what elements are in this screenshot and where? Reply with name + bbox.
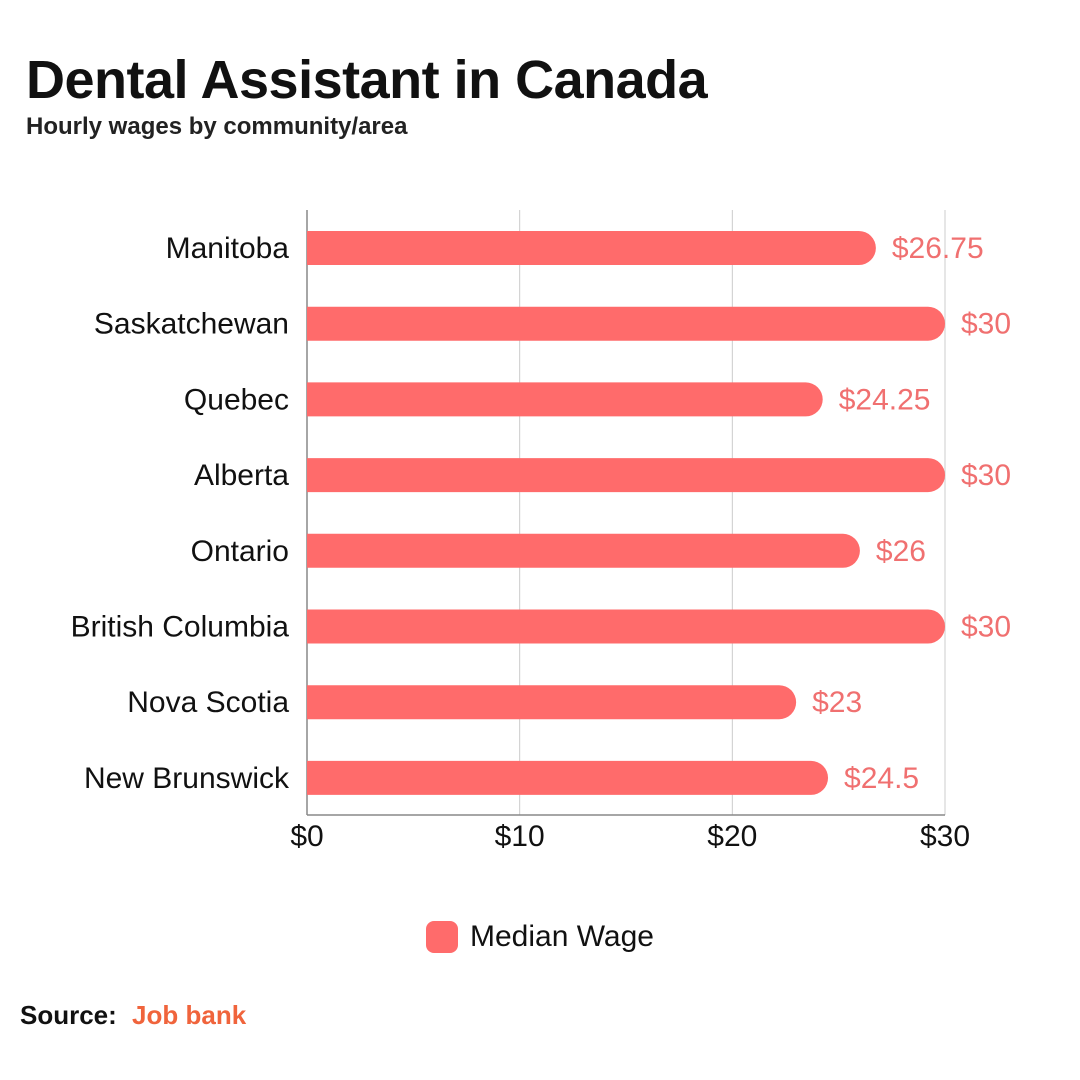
x-tick-label: $10 — [495, 820, 545, 853]
category-label: Alberta — [194, 459, 289, 492]
bar — [307, 382, 823, 417]
category-label: British Columbia — [71, 611, 290, 644]
value-labels: $26.75 $30 $24.25 $30 $26 $30 $23 $24.5 — [812, 232, 1011, 795]
source-label: Source: — [20, 1000, 117, 1030]
bar — [307, 231, 876, 265]
value-label: $30 — [961, 459, 1011, 492]
chart-title: Dental Assistant in Canada — [26, 50, 708, 110]
category-label: Saskatchewan — [94, 308, 289, 341]
bar-chart: Manitoba Saskatchewan Quebec Alberta Ontario… — [71, 210, 1011, 853]
bar — [307, 458, 945, 493]
category-labels: Manitoba Saskatchewan Quebec Alberta Ontario… — [71, 232, 290, 795]
category-label: Manitoba — [166, 232, 290, 265]
x-axis-ticks: $0 $10 $20 $30 — [290, 820, 970, 853]
value-label: $24.5 — [844, 762, 919, 795]
value-label: $26.75 — [892, 232, 984, 265]
x-tick-label: $30 — [920, 820, 970, 853]
bar — [307, 533, 860, 568]
legend-label: Median Wage — [470, 920, 654, 953]
grid-lines — [306, 210, 946, 816]
value-label: $26 — [876, 535, 926, 568]
chart-subtitle: Hourly wages by community/area — [26, 113, 408, 140]
bar — [307, 609, 945, 644]
x-tick-label: $20 — [707, 820, 757, 853]
value-label: $30 — [961, 308, 1011, 341]
source-link[interactable]: Job bank — [132, 1000, 247, 1030]
bars — [307, 231, 945, 795]
bar — [307, 760, 829, 795]
legend: Median Wage — [0, 920, 1080, 954]
value-label: $23 — [812, 686, 862, 719]
value-label: $30 — [961, 611, 1011, 644]
category-label: Ontario — [191, 535, 289, 568]
value-label: $24.25 — [839, 383, 931, 416]
legend-swatch — [426, 921, 458, 953]
bar — [307, 685, 797, 720]
category-label: Nova Scotia — [127, 686, 289, 719]
x-tick-label: $0 — [290, 820, 323, 853]
source-line: Source: Job bank — [20, 1000, 246, 1031]
bar — [307, 306, 945, 341]
category-label: New Brunswick — [84, 762, 290, 795]
category-label: Quebec — [184, 383, 289, 416]
